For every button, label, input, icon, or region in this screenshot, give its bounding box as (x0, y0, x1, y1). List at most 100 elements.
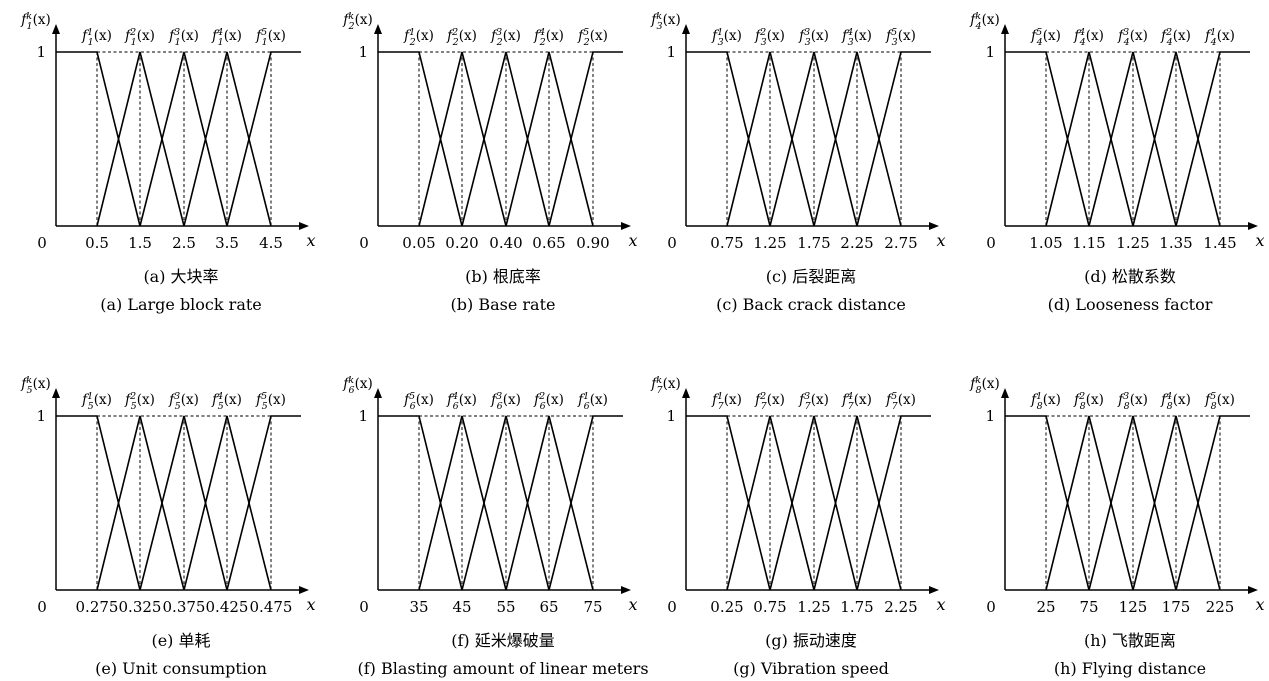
y-axis-arrow (374, 388, 382, 398)
y-axis-label: fk 8(x) (969, 375, 999, 396)
x-tick-label-4: 1.75 (840, 598, 873, 616)
function-label-1: f5 4(x) (1030, 27, 1061, 48)
y-tick-label: 1 (985, 407, 995, 425)
function-label-3: f3 5(x) (168, 391, 199, 412)
x-tick-label-2: 0.20 (445, 234, 478, 252)
function-label-5: f5 8(x) (1204, 391, 1235, 412)
y-tick-label: 1 (985, 43, 995, 61)
mf-line-2 (726, 415, 815, 591)
y-axis-label: fk 5(x) (20, 375, 50, 396)
mf-line-3 (461, 51, 550, 227)
y-tick-label: 1 (358, 407, 368, 425)
function-label-4: f2 6(x) (533, 391, 564, 412)
mf-line-2 (96, 415, 185, 591)
caption-chinese: (e) 单耗 (151, 631, 210, 650)
chart-panel-h: 1 0 25 75 125 175 225 x fk 8(x) f1 8(x) f2 8(x) f3 8(x)… (969, 375, 1264, 678)
x-axis-label: x (1255, 595, 1264, 614)
origin-label: 0 (359, 234, 369, 252)
x-tick-label-2: 1.25 (753, 234, 786, 252)
x-tick-label-5: 2.25 (884, 598, 917, 616)
function-label-3: f3 6(x) (490, 391, 521, 412)
caption-chinese: (g) 振动速度 (765, 631, 857, 650)
caption-chinese: (c) 后裂距离 (766, 267, 857, 286)
mf-line-2 (418, 51, 507, 227)
x-tick-label-3: 55 (496, 598, 515, 616)
mf-line-5 (1175, 51, 1250, 227)
y-axis-arrow (52, 388, 60, 398)
mf-line-3 (461, 415, 550, 591)
y-axis-label: fk 3(x) (650, 11, 680, 32)
function-label-4: f2 4(x) (1160, 27, 1191, 48)
function-label-3: f3 4(x) (1117, 27, 1148, 48)
chart-panel-f: 1 0 35 45 55 65 75 x fk 6(x) f5 6(x) f4 6(x) f3 6(x) f2 6… (342, 375, 648, 678)
caption-chinese: (d) 松散系数 (1084, 267, 1176, 286)
origin-label: 0 (359, 598, 369, 616)
x-tick-label-4: 0.65 (532, 234, 565, 252)
function-label-5: f5 3(x) (885, 27, 916, 48)
x-axis-label: x (936, 231, 945, 250)
x-tick-label-1: 25 (1036, 598, 1055, 616)
function-label-2: f2 7(x) (754, 391, 785, 412)
x-tick-label-2: 0.325 (119, 598, 162, 616)
x-tick-label-1: 35 (409, 598, 428, 616)
function-label-1: f1 8(x) (1030, 391, 1061, 412)
mf-line-1 (378, 415, 463, 591)
x-tick-label-1: 0.275 (76, 598, 119, 616)
mf-line-3 (769, 415, 858, 591)
caption-chinese: (f) 延米爆破量 (451, 631, 555, 650)
x-tick-label-5: 225 (1206, 598, 1235, 616)
x-tick-label-4: 0.425 (206, 598, 249, 616)
mf-line-4 (505, 415, 594, 591)
x-tick-label-4: 2.25 (840, 234, 873, 252)
x-tick-label-4: 1.35 (1159, 234, 1192, 252)
caption-english: (a) Large block rate (100, 295, 262, 314)
caption-chinese: (a) 大块率 (143, 267, 218, 286)
x-tick-label-4: 65 (539, 598, 558, 616)
mf-line-3 (1088, 51, 1177, 227)
x-tick-label-5: 75 (583, 598, 602, 616)
x-axis-arrow (621, 222, 631, 230)
x-tick-label-3: 1.25 (1116, 234, 1149, 252)
x-tick-label-2: 0.75 (753, 598, 786, 616)
function-label-2: f2 2(x) (446, 27, 477, 48)
function-label-2: f2 3(x) (754, 27, 785, 48)
x-axis-arrow (1248, 586, 1258, 594)
function-label-5: f5 7(x) (885, 391, 916, 412)
mf-line-5 (1175, 415, 1250, 591)
x-axis-arrow (929, 222, 939, 230)
x-tick-label-1: 0.25 (710, 598, 743, 616)
mf-line-4 (183, 51, 272, 227)
y-tick-label: 1 (36, 43, 46, 61)
chart-panel-c: 1 0 0.75 1.25 1.75 2.25 2.75 x fk 3(x) f1 3(x) f2 3(x… (650, 11, 945, 314)
mf-line-5 (548, 51, 623, 227)
mf-line-1 (686, 51, 771, 227)
function-label-3: f3 3(x) (798, 27, 829, 48)
caption-english: (b) Base rate (451, 295, 556, 314)
mf-line-4 (183, 415, 272, 591)
function-label-4: f4 5(x) (211, 391, 242, 412)
x-axis-label: x (1255, 231, 1264, 250)
x-axis-label: x (936, 595, 945, 614)
caption-english: (e) Unit consumption (95, 659, 267, 678)
function-label-4: f4 7(x) (841, 391, 872, 412)
mf-line-1 (56, 415, 141, 591)
mf-line-2 (418, 415, 507, 591)
caption-chinese: (h) 飞散距离 (1084, 631, 1176, 650)
y-axis-label: fk 6(x) (342, 375, 372, 396)
mf-line-3 (1088, 415, 1177, 591)
function-label-2: f4 4(x) (1073, 27, 1104, 48)
x-tick-label-5: 2.75 (884, 234, 917, 252)
function-label-1: f1 1(x) (81, 27, 112, 48)
y-tick-label: 1 (36, 407, 46, 425)
x-tick-label-1: 1.05 (1029, 234, 1062, 252)
x-axis-label: x (306, 595, 315, 614)
y-axis-arrow (52, 24, 60, 34)
x-tick-label-5: 1.45 (1203, 234, 1236, 252)
y-axis-label: fk 7(x) (650, 375, 680, 396)
mf-line-4 (813, 51, 902, 227)
mf-line-4 (1132, 415, 1221, 591)
x-tick-label-3: 0.375 (163, 598, 206, 616)
x-tick-label-3: 0.40 (489, 234, 522, 252)
mf-line-2 (1045, 415, 1134, 591)
function-label-1: f1 7(x) (711, 391, 742, 412)
